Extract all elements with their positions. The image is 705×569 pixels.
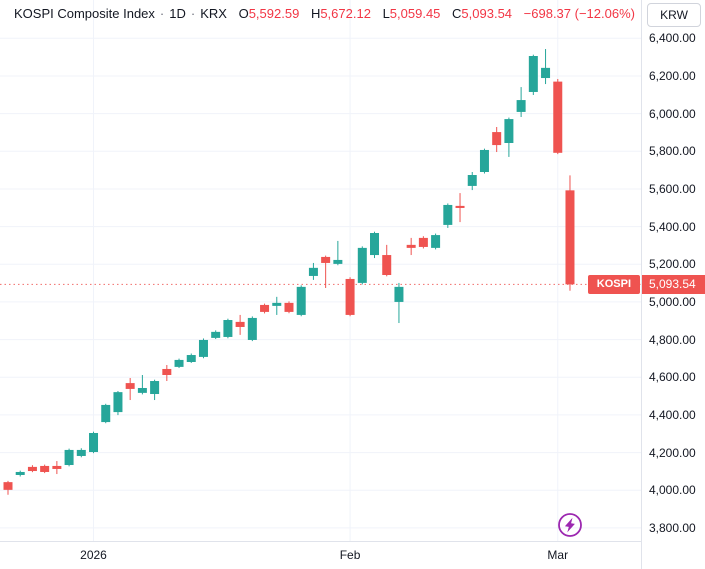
candle	[406, 237, 416, 256]
candle	[76, 448, 86, 458]
candle	[553, 78, 563, 155]
price-axis[interactable]: KRW 5,093.54 6,400.00 6,200.00 6,000.00 5,8…	[641, 0, 705, 569]
candle	[418, 236, 428, 249]
candle	[3, 480, 13, 495]
lightning-bolt-icon	[558, 513, 582, 537]
candle	[174, 358, 184, 369]
price-tick-label: 4,600.00	[649, 370, 696, 385]
candle	[64, 448, 74, 467]
candle	[260, 303, 270, 314]
candle	[52, 461, 62, 475]
time-axis[interactable]: 2026 Feb Mar	[0, 541, 705, 569]
legend-separator: ·	[159, 6, 165, 21]
price-tick-label: 5,000.00	[649, 294, 696, 309]
chart-legend: KOSPI Composite Index · 1D · KRX O5,592.59 H…	[14, 6, 635, 21]
candle	[150, 379, 160, 401]
candle	[247, 316, 257, 342]
currency-button[interactable]: KRW	[647, 3, 701, 27]
price-tick-label: 3,800.00	[649, 520, 696, 535]
candle	[223, 318, 233, 339]
candle	[284, 301, 294, 314]
price-tick-label: 5,200.00	[649, 257, 696, 272]
price-tick-label: 4,200.00	[649, 445, 696, 460]
candle	[382, 244, 392, 277]
candle	[467, 171, 477, 191]
legend-separator: ·	[190, 6, 196, 21]
candle	[333, 240, 343, 266]
price-tick-label: 6,400.00	[649, 31, 696, 46]
close-value: C5,093.54	[452, 6, 513, 21]
candle	[15, 470, 25, 477]
realtime-data-button[interactable]	[556, 511, 584, 539]
candle	[272, 296, 282, 315]
price-tick-label: 5,800.00	[649, 144, 696, 159]
candle	[137, 374, 147, 395]
change-value: −698.37 (−12.06%)	[523, 6, 635, 21]
low-value: L5,059.45	[382, 6, 441, 21]
open-value: O5,592.59	[238, 6, 300, 21]
high-value: H5,672.12	[310, 6, 371, 21]
candle	[296, 285, 306, 317]
symbol-title: KOSPI Composite Index	[14, 6, 155, 21]
candle	[186, 353, 196, 363]
candle	[89, 431, 99, 454]
candle	[321, 255, 331, 288]
candle	[113, 391, 123, 416]
price-tick-label: 5,400.00	[649, 219, 696, 234]
candle	[541, 49, 551, 85]
price-tick-label: 4,800.00	[649, 332, 696, 347]
candle	[455, 193, 465, 223]
candle	[27, 465, 37, 473]
candle	[479, 148, 489, 174]
time-tick-label: Feb	[339, 548, 361, 562]
candle	[235, 314, 245, 335]
time-tick-label: 2026	[80, 548, 107, 562]
last-price-axis-badge: 5,093.54	[642, 274, 705, 294]
candle	[516, 87, 526, 118]
price-tick-label: 6,200.00	[649, 68, 696, 83]
candle	[308, 262, 318, 280]
legend-interval: 1D	[169, 6, 186, 21]
price-tick-label: 5,600.00	[649, 181, 696, 196]
candle	[443, 203, 453, 228]
candle	[528, 54, 538, 95]
candle	[211, 330, 221, 340]
candle	[431, 233, 441, 250]
candle	[40, 464, 50, 474]
price-tick-label: 6,000.00	[649, 106, 696, 121]
candle	[565, 175, 575, 291]
candle	[357, 246, 367, 285]
symbol-title-row[interactable]: KOSPI Composite Index · 1D · KRX	[14, 6, 231, 21]
candle	[345, 277, 355, 317]
candle	[492, 126, 502, 153]
chart-canvas[interactable]	[0, 0, 641, 541]
price-tick-label: 4,400.00	[649, 407, 696, 422]
price-tick-label: 4,000.00	[649, 483, 696, 498]
candle	[198, 338, 208, 359]
symbol-price-badge: KOSPI	[587, 274, 640, 294]
candle	[370, 231, 380, 259]
candle	[394, 282, 404, 324]
candle	[504, 117, 514, 157]
legend-ohlc-values: O5,592.59 H5,672.12 L5,059.45 C5,093.54 …	[231, 6, 635, 21]
candle	[162, 365, 172, 382]
time-tick-label: Mar	[547, 548, 569, 562]
candle	[125, 378, 135, 401]
candle	[101, 403, 111, 424]
legend-exchange: KRX	[200, 6, 227, 21]
